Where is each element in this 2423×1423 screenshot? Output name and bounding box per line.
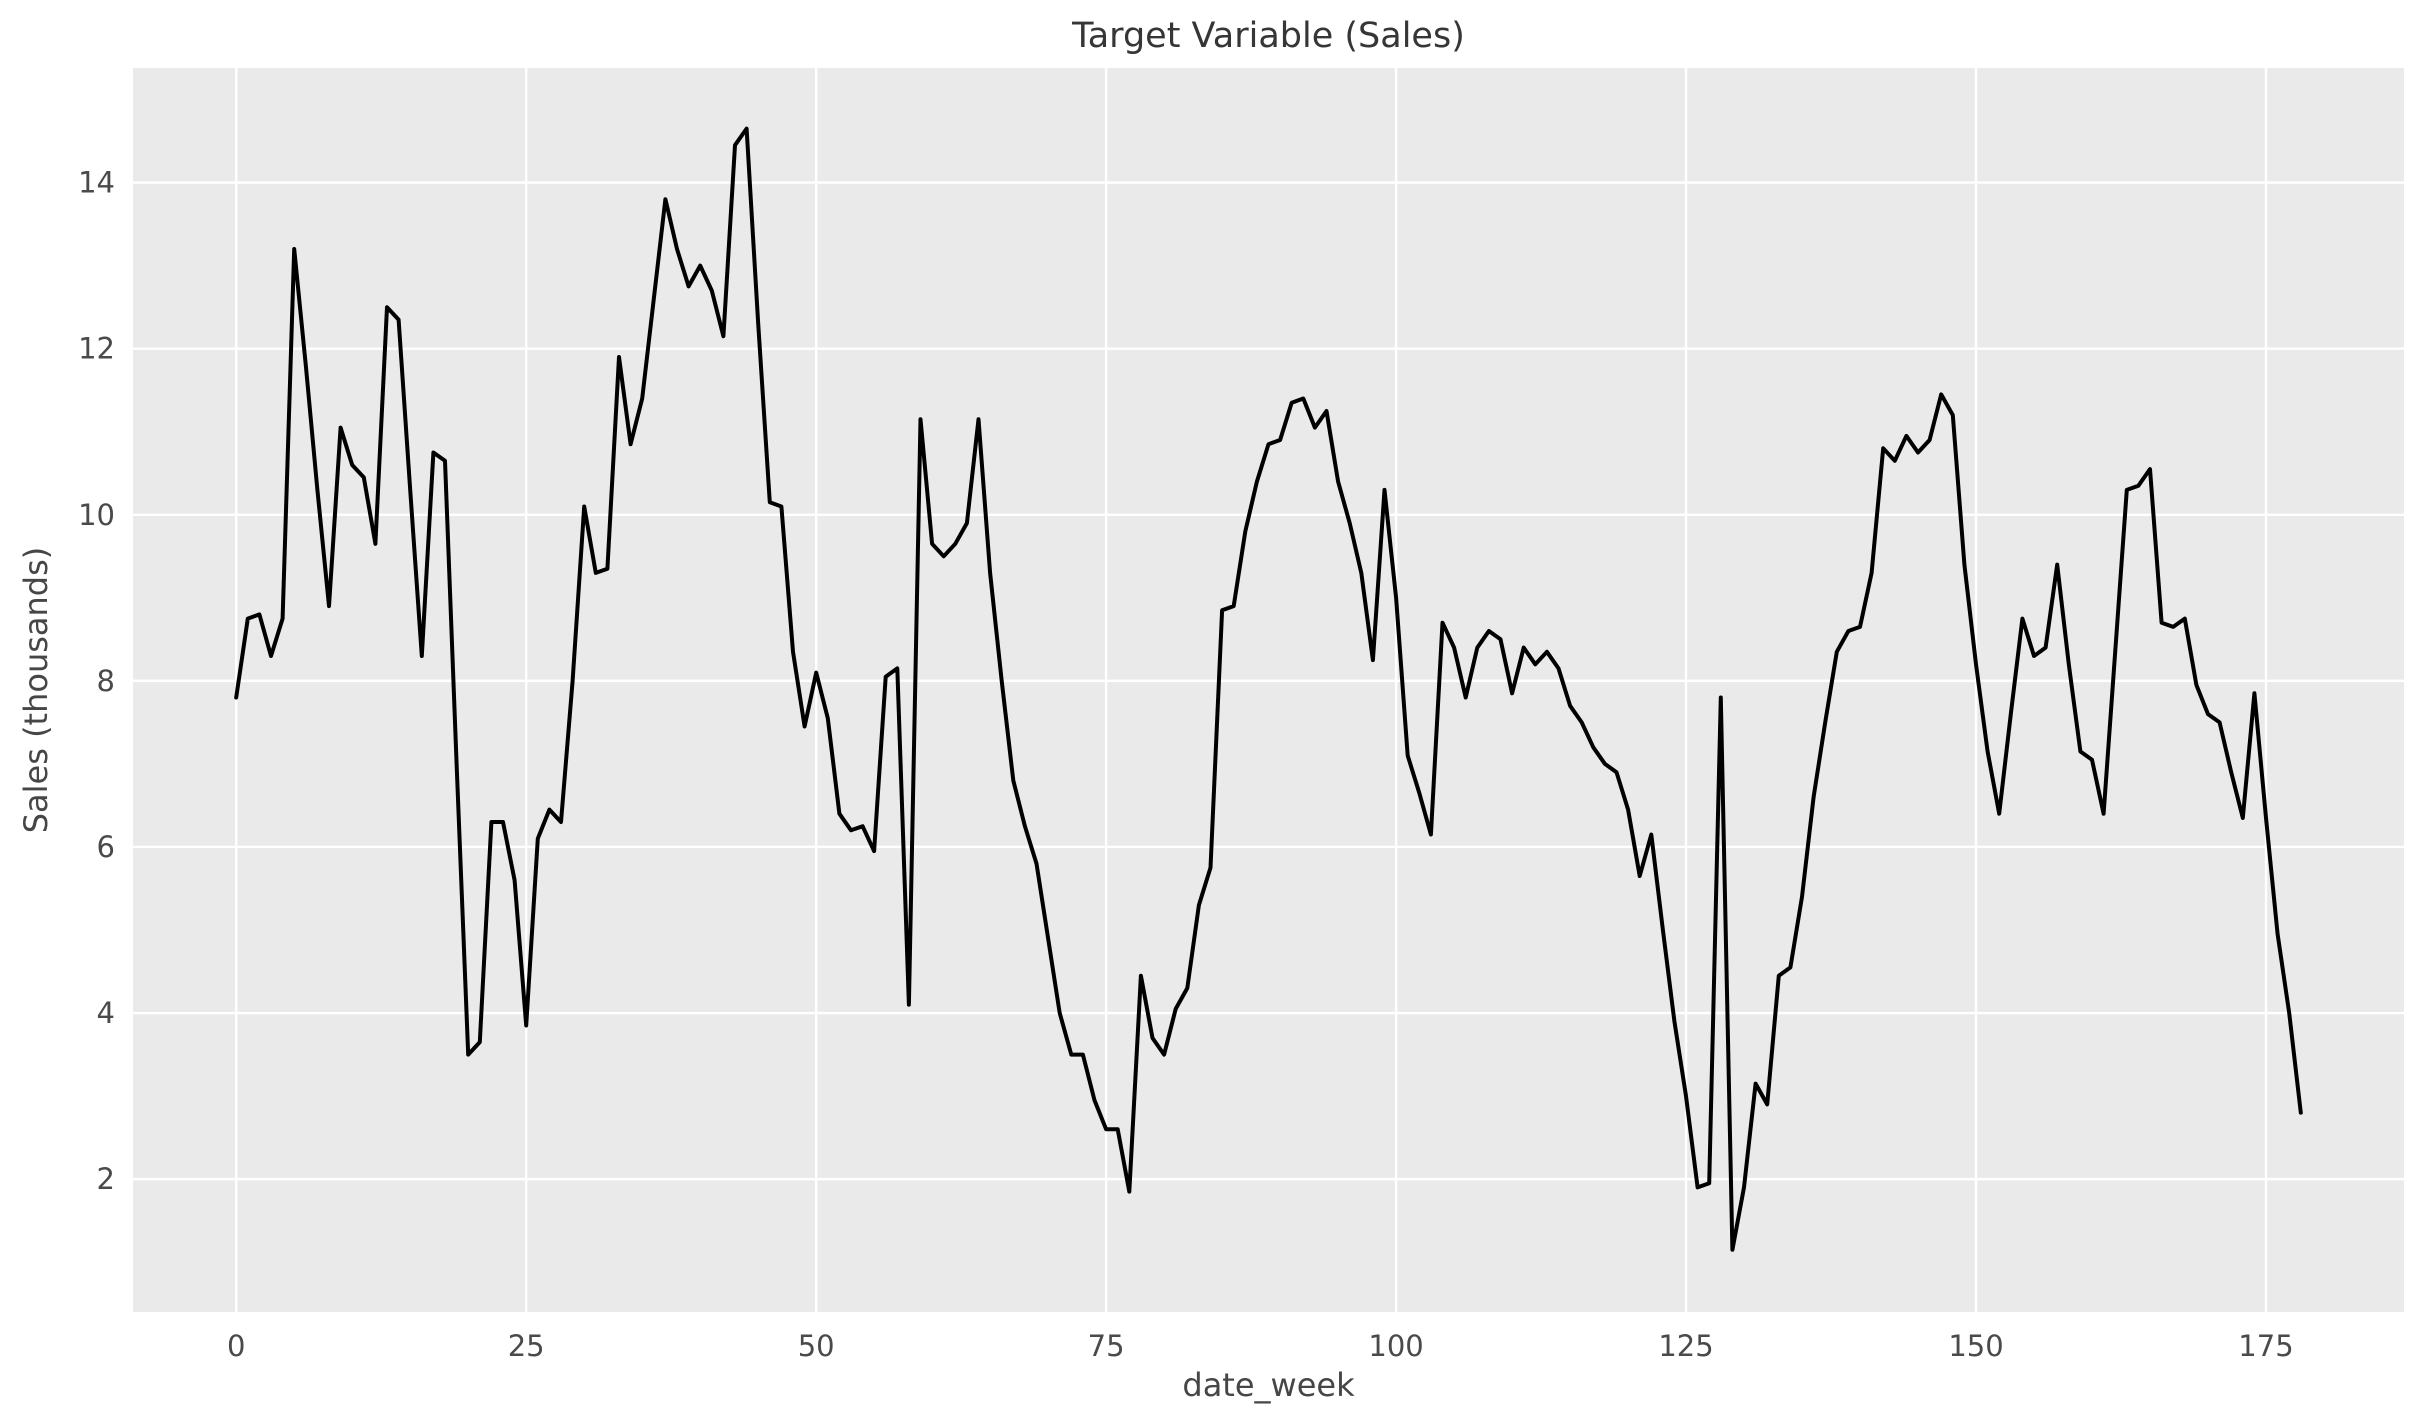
x-tick-label: 100 [1368,1329,1423,1363]
y-tick-label: 4 [97,996,115,1030]
x-tick-label: 25 [508,1329,545,1363]
x-tick-label: 75 [1088,1329,1125,1363]
x-tick-label: 125 [1658,1329,1713,1363]
chart-title: Target Variable (Sales) [1072,16,1465,56]
y-tick-label: 12 [78,332,115,366]
y-tick-label: 6 [97,830,115,864]
x-tick-label: 175 [2238,1329,2293,1363]
y-tick-label: 10 [78,498,115,532]
x-tick-label: 50 [798,1329,835,1363]
x-tick-label: 150 [1948,1329,2003,1363]
x-axis-label: date_week [1182,1366,1355,1404]
plot-area [133,68,2404,1312]
y-axis-label: Sales (thousands) [17,546,55,834]
sales-line [234,126,2303,1252]
y-tick-label: 2 [97,1162,115,1196]
y-tick-label: 14 [78,166,115,200]
y-tick-label: 8 [97,664,115,698]
x-tick-label: 0 [227,1329,245,1363]
